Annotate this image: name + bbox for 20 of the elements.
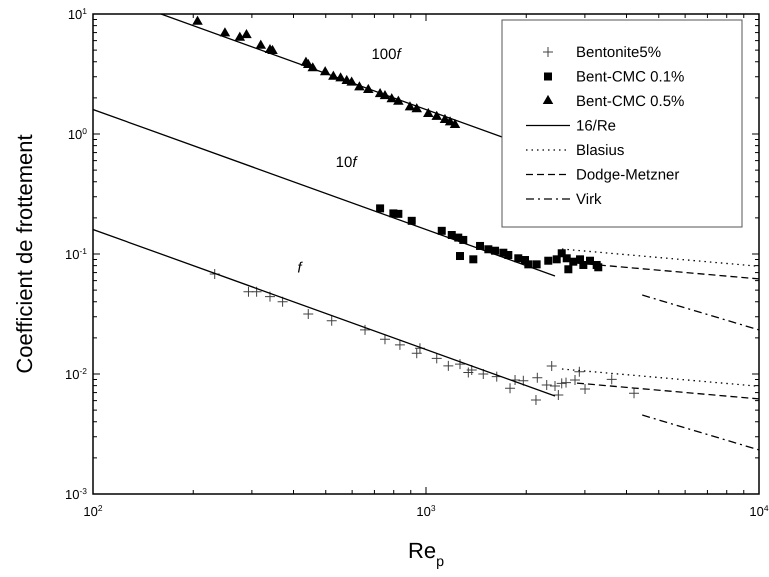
x-axis-title: Re$_{p}$ <box>408 538 444 570</box>
x-tick-label: 10$^{4}$ <box>749 503 769 519</box>
x-tick-label: 10$^{3}$ <box>416 503 436 519</box>
y-tick-label: 10$^{-1}$ <box>65 246 88 262</box>
legend-label: Virk <box>576 191 602 208</box>
legend-label: Bentonite5% <box>576 44 662 61</box>
y-tick-label: 10$^{-3}$ <box>65 486 88 502</box>
legend-label: Dodge-Metzner <box>576 166 680 184</box>
annotation: 100f <box>371 46 402 63</box>
legend-label: Bent-CMC 0.5% <box>576 93 684 110</box>
y-axis-title: Coefficient de frottement <box>12 134 37 374</box>
legend-label: Bent-CMC 0.1% <box>576 68 684 86</box>
y-tick-label: 10$^{1}$ <box>68 6 88 22</box>
legend-label: Blasius <box>576 142 624 159</box>
y-tick-label: 10$^{0}$ <box>68 126 88 142</box>
x-tick-label: 10$^{2}$ <box>83 503 103 519</box>
legend-label: 16/Re <box>576 118 616 134</box>
annotation: 10f <box>336 154 358 171</box>
annotation: f <box>297 259 304 276</box>
y-tick-label: 10$^{-2}$ <box>65 366 88 382</box>
